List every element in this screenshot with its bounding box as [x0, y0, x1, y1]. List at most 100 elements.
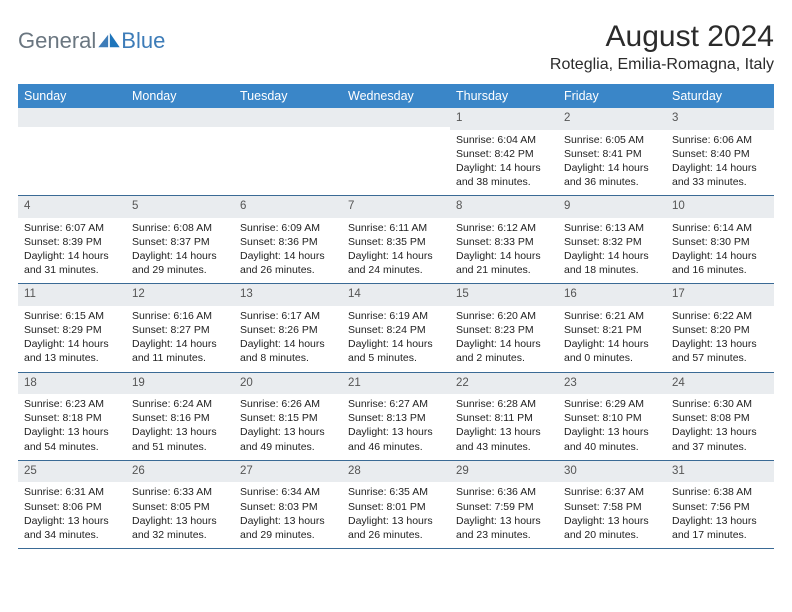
- sunset-text: Sunset: 8:30 PM: [672, 235, 768, 249]
- sunset-text: Sunset: 8:05 PM: [132, 500, 228, 514]
- sunrise-text: Sunrise: 6:35 AM: [348, 485, 444, 499]
- page-header: General Blue August 2024 Roteglia, Emili…: [18, 20, 774, 74]
- daylight-text: Daylight: 13 hours and 54 minutes.: [24, 425, 120, 453]
- day-body: Sunrise: 6:16 AMSunset: 8:27 PMDaylight:…: [126, 306, 234, 372]
- brand-part1: General: [18, 28, 96, 54]
- sunrise-text: Sunrise: 6:16 AM: [132, 309, 228, 323]
- calendar-day-cell: [126, 108, 234, 196]
- day-body: Sunrise: 6:28 AMSunset: 8:11 PMDaylight:…: [450, 394, 558, 460]
- day-body: Sunrise: 6:22 AMSunset: 8:20 PMDaylight:…: [666, 306, 774, 372]
- weekday-header: Saturday: [666, 84, 774, 108]
- day-body: Sunrise: 6:04 AMSunset: 8:42 PMDaylight:…: [450, 130, 558, 196]
- day-body: Sunrise: 6:14 AMSunset: 8:30 PMDaylight:…: [666, 218, 774, 284]
- day-number: 19: [126, 373, 234, 395]
- day-body: Sunrise: 6:35 AMSunset: 8:01 PMDaylight:…: [342, 482, 450, 548]
- day-body: Sunrise: 6:13 AMSunset: 8:32 PMDaylight:…: [558, 218, 666, 284]
- daylight-text: Daylight: 14 hours and 8 minutes.: [240, 337, 336, 365]
- day-body: Sunrise: 6:34 AMSunset: 8:03 PMDaylight:…: [234, 482, 342, 548]
- calendar-day-cell: [342, 108, 450, 196]
- sunset-text: Sunset: 8:29 PM: [24, 323, 120, 337]
- sunset-text: Sunset: 8:13 PM: [348, 411, 444, 425]
- calendar-day-cell: 3Sunrise: 6:06 AMSunset: 8:40 PMDaylight…: [666, 108, 774, 196]
- sunset-text: Sunset: 8:15 PM: [240, 411, 336, 425]
- day-number: 7: [342, 196, 450, 218]
- day-body: [342, 127, 450, 187]
- calendar-day-cell: 20Sunrise: 6:26 AMSunset: 8:15 PMDayligh…: [234, 372, 342, 460]
- day-body: Sunrise: 6:06 AMSunset: 8:40 PMDaylight:…: [666, 130, 774, 196]
- day-number: 28: [342, 461, 450, 483]
- calendar-day-cell: 18Sunrise: 6:23 AMSunset: 8:18 PMDayligh…: [18, 372, 126, 460]
- sunrise-text: Sunrise: 6:04 AM: [456, 133, 552, 147]
- daylight-text: Daylight: 14 hours and 31 minutes.: [24, 249, 120, 277]
- day-number: 30: [558, 461, 666, 483]
- calendar-day-cell: 7Sunrise: 6:11 AMSunset: 8:35 PMDaylight…: [342, 196, 450, 284]
- daylight-text: Daylight: 14 hours and 13 minutes.: [24, 337, 120, 365]
- calendar-day-cell: 26Sunrise: 6:33 AMSunset: 8:05 PMDayligh…: [126, 460, 234, 548]
- day-number: 26: [126, 461, 234, 483]
- sunset-text: Sunset: 8:08 PM: [672, 411, 768, 425]
- sunrise-text: Sunrise: 6:12 AM: [456, 221, 552, 235]
- day-number: 1: [450, 108, 558, 130]
- calendar-day-cell: 23Sunrise: 6:29 AMSunset: 8:10 PMDayligh…: [558, 372, 666, 460]
- day-number: 18: [18, 373, 126, 395]
- calendar-day-cell: 11Sunrise: 6:15 AMSunset: 8:29 PMDayligh…: [18, 284, 126, 372]
- calendar-week-row: 1Sunrise: 6:04 AMSunset: 8:42 PMDaylight…: [18, 108, 774, 196]
- day-body: [126, 127, 234, 187]
- daylight-text: Daylight: 13 hours and 57 minutes.: [672, 337, 768, 365]
- day-body: Sunrise: 6:11 AMSunset: 8:35 PMDaylight:…: [342, 218, 450, 284]
- day-number: 13: [234, 284, 342, 306]
- sunrise-text: Sunrise: 6:09 AM: [240, 221, 336, 235]
- sunrise-text: Sunrise: 6:31 AM: [24, 485, 120, 499]
- day-body: Sunrise: 6:07 AMSunset: 8:39 PMDaylight:…: [18, 218, 126, 284]
- day-body: Sunrise: 6:15 AMSunset: 8:29 PMDaylight:…: [18, 306, 126, 372]
- sunrise-text: Sunrise: 6:17 AM: [240, 309, 336, 323]
- calendar-day-cell: 27Sunrise: 6:34 AMSunset: 8:03 PMDayligh…: [234, 460, 342, 548]
- calendar-week-row: 4Sunrise: 6:07 AMSunset: 8:39 PMDaylight…: [18, 196, 774, 284]
- daylight-text: Daylight: 13 hours and 40 minutes.: [564, 425, 660, 453]
- day-number: 25: [18, 461, 126, 483]
- daylight-text: Daylight: 13 hours and 37 minutes.: [672, 425, 768, 453]
- day-number: 14: [342, 284, 450, 306]
- day-number: 8: [450, 196, 558, 218]
- sunset-text: Sunset: 8:42 PM: [456, 147, 552, 161]
- sunset-text: Sunset: 8:20 PM: [672, 323, 768, 337]
- weekday-header: Tuesday: [234, 84, 342, 108]
- sunrise-text: Sunrise: 6:28 AM: [456, 397, 552, 411]
- daylight-text: Daylight: 13 hours and 34 minutes.: [24, 514, 120, 542]
- calendar-week-row: 11Sunrise: 6:15 AMSunset: 8:29 PMDayligh…: [18, 284, 774, 372]
- brand-logo: General Blue: [18, 20, 165, 54]
- sunrise-text: Sunrise: 6:29 AM: [564, 397, 660, 411]
- day-number: 4: [18, 196, 126, 218]
- daylight-text: Daylight: 14 hours and 18 minutes.: [564, 249, 660, 277]
- day-body: Sunrise: 6:36 AMSunset: 7:59 PMDaylight:…: [450, 482, 558, 548]
- day-number: 15: [450, 284, 558, 306]
- day-body: Sunrise: 6:27 AMSunset: 8:13 PMDaylight:…: [342, 394, 450, 460]
- daylight-text: Daylight: 14 hours and 24 minutes.: [348, 249, 444, 277]
- calendar-day-cell: 15Sunrise: 6:20 AMSunset: 8:23 PMDayligh…: [450, 284, 558, 372]
- calendar-day-cell: 19Sunrise: 6:24 AMSunset: 8:16 PMDayligh…: [126, 372, 234, 460]
- calendar-day-cell: 17Sunrise: 6:22 AMSunset: 8:20 PMDayligh…: [666, 284, 774, 372]
- calendar-day-cell: 24Sunrise: 6:30 AMSunset: 8:08 PMDayligh…: [666, 372, 774, 460]
- sunset-text: Sunset: 8:33 PM: [456, 235, 552, 249]
- day-number: 21: [342, 373, 450, 395]
- day-number: 6: [234, 196, 342, 218]
- day-body: Sunrise: 6:26 AMSunset: 8:15 PMDaylight:…: [234, 394, 342, 460]
- calendar-day-cell: [18, 108, 126, 196]
- daylight-text: Daylight: 14 hours and 33 minutes.: [672, 161, 768, 189]
- daylight-text: Daylight: 13 hours and 46 minutes.: [348, 425, 444, 453]
- calendar-table: Sunday Monday Tuesday Wednesday Thursday…: [18, 84, 774, 549]
- day-number: 10: [666, 196, 774, 218]
- sunrise-text: Sunrise: 6:38 AM: [672, 485, 768, 499]
- day-number: 24: [666, 373, 774, 395]
- calendar-day-cell: 6Sunrise: 6:09 AMSunset: 8:36 PMDaylight…: [234, 196, 342, 284]
- sunset-text: Sunset: 8:37 PM: [132, 235, 228, 249]
- daylight-text: Daylight: 14 hours and 16 minutes.: [672, 249, 768, 277]
- daylight-text: Daylight: 13 hours and 49 minutes.: [240, 425, 336, 453]
- title-block: August 2024 Roteglia, Emilia-Romagna, It…: [550, 20, 774, 74]
- calendar-day-cell: 25Sunrise: 6:31 AMSunset: 8:06 PMDayligh…: [18, 460, 126, 548]
- sunset-text: Sunset: 8:26 PM: [240, 323, 336, 337]
- day-number: 27: [234, 461, 342, 483]
- sunrise-text: Sunrise: 6:06 AM: [672, 133, 768, 147]
- sunrise-text: Sunrise: 6:27 AM: [348, 397, 444, 411]
- daylight-text: Daylight: 14 hours and 2 minutes.: [456, 337, 552, 365]
